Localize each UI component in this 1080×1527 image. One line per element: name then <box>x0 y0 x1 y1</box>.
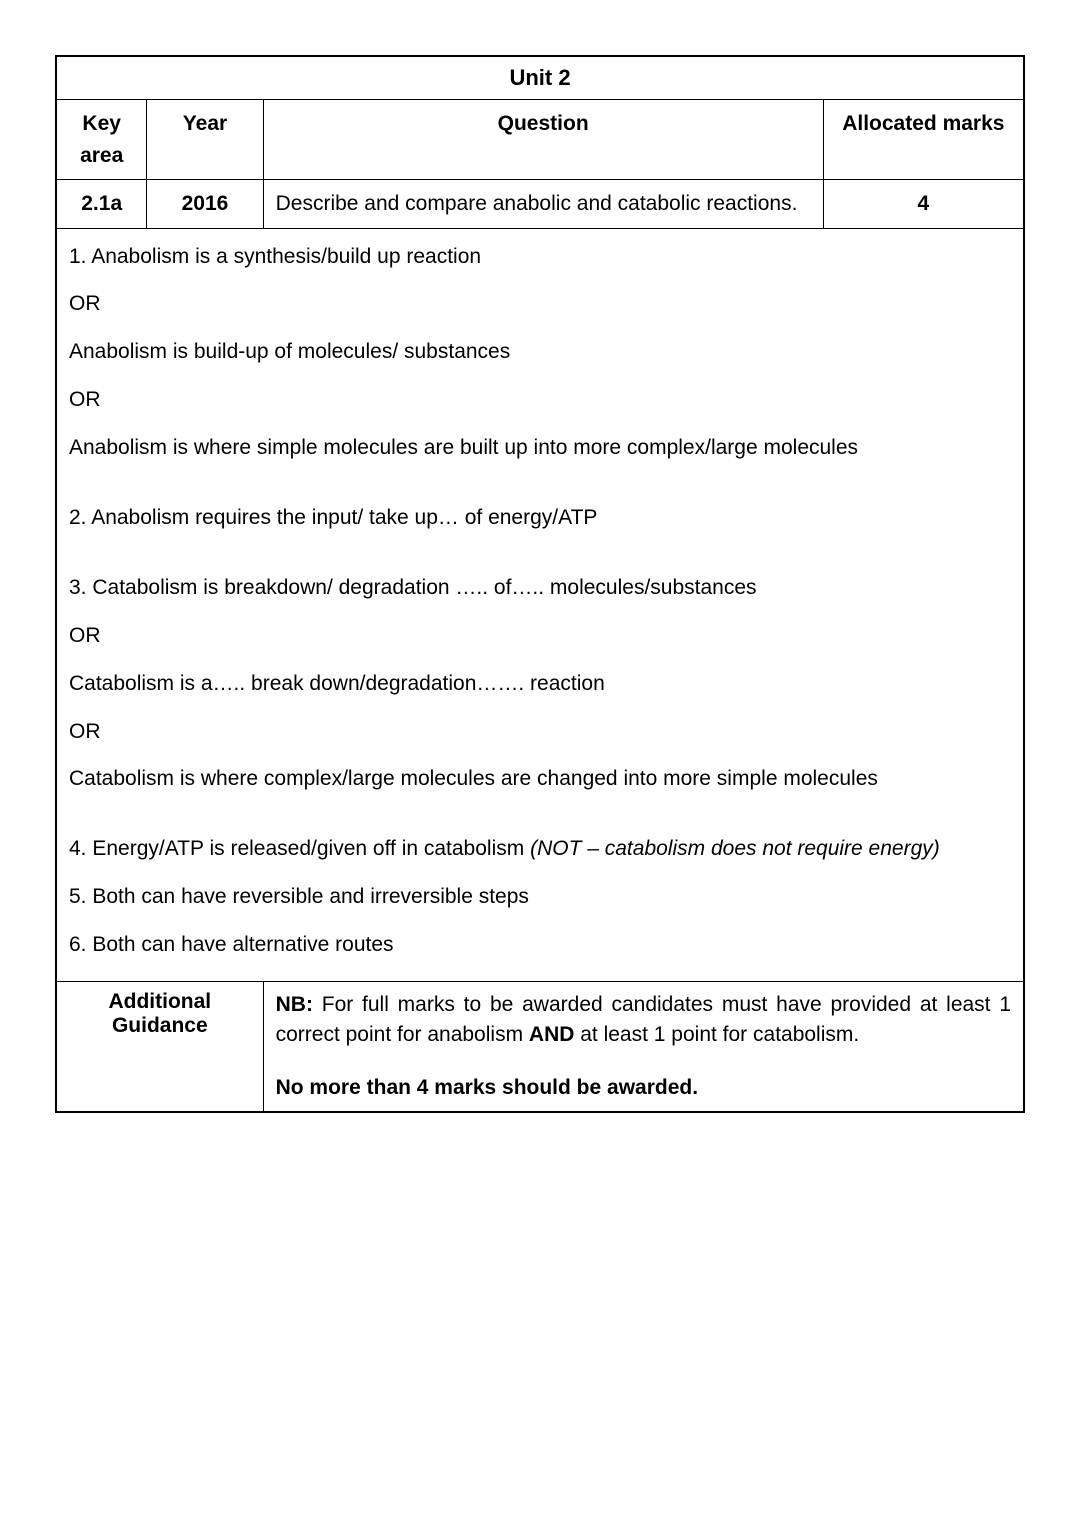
answer-point-1b: Anabolism is build-up of molecules/ subs… <box>69 332 1011 372</box>
guidance-text-2: at least 1 point for catabolism. <box>574 1023 859 1046</box>
marks-scheme-table: Unit 2 Key area Year Question Allocated … <box>55 55 1025 1113</box>
cell-year: 2016 <box>147 180 263 229</box>
answer-point-5: 5. Both can have reversible and irrevers… <box>69 877 1011 917</box>
answer-point-3a: 3. Catabolism is breakdown/ degradation … <box>69 568 1011 608</box>
guidance-and: AND <box>529 1023 575 1046</box>
answer-point-4-lead: 4. Energy/ATP is released/given off in c… <box>69 837 530 860</box>
answer-point-3c: Catabolism is where complex/large molecu… <box>69 759 1011 799</box>
col-header-question: Question <box>263 100 823 180</box>
col-header-key-area: Key area <box>56 100 147 180</box>
answer-point-2: 2. Anabolism requires the input/ take up… <box>69 498 1011 538</box>
unit-title: Unit 2 <box>56 56 1024 100</box>
cell-key-area: 2.1a <box>56 180 147 229</box>
spacer <box>69 476 1011 490</box>
guidance-text: NB: For full marks to be awarded candida… <box>263 981 1024 1112</box>
guidance-no-more-marks: No more than 4 marks should be awarded. <box>276 1073 1011 1103</box>
answer-or: OR <box>69 380 1011 420</box>
answer-point-1a: 1. Anabolism is a synthesis/build up rea… <box>69 237 1011 277</box>
cell-marks: 4 <box>823 180 1024 229</box>
answer-point-4: 4. Energy/ATP is released/given off in c… <box>69 829 1011 869</box>
answer-point-4-note: (NOT – catabolism does not require energ… <box>530 837 940 860</box>
answer-body: 1. Anabolism is a synthesis/build up rea… <box>56 228 1024 981</box>
answer-or: OR <box>69 712 1011 752</box>
answer-point-6: 6. Both can have alternative routes <box>69 925 1011 965</box>
guidance-nb: NB: <box>276 993 313 1016</box>
guidance-label: Additional Guidance <box>56 981 263 1112</box>
answer-point-3b: Catabolism is a….. break down/degradatio… <box>69 664 1011 704</box>
col-header-year: Year <box>147 100 263 180</box>
col-header-marks: Allocated marks <box>823 100 1024 180</box>
spacer <box>69 546 1011 560</box>
answer-point-1c: Anabolism is where simple molecules are … <box>69 428 1011 468</box>
answer-or: OR <box>69 284 1011 324</box>
cell-question: Describe and compare anabolic and catabo… <box>263 180 823 229</box>
answer-or: OR <box>69 616 1011 656</box>
spacer <box>69 807 1011 821</box>
spacer <box>276 1051 1011 1073</box>
